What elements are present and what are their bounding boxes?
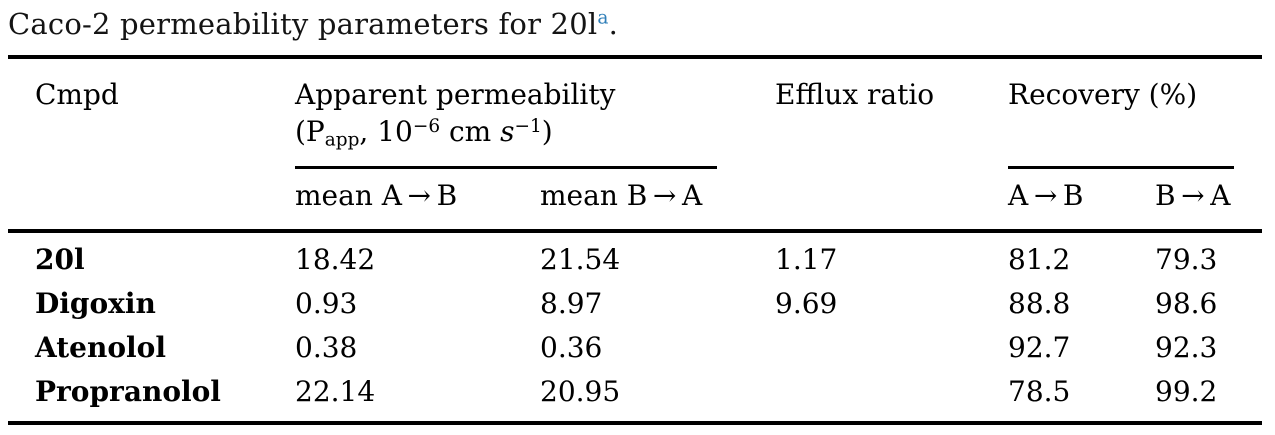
table-row: 20l 18.42 21.54 1.17 81.2 79.3 bbox=[8, 231, 1262, 282]
table-body: 20l 18.42 21.54 1.17 81.2 79.3 Digoxin 0… bbox=[8, 231, 1262, 423]
column-header-apparent-permeability: Apparent permeability (Papp, 10−6 cm s−1… bbox=[295, 57, 775, 169]
cmpd-cell: Propranolol bbox=[35, 375, 221, 408]
papp-unit-open: (P bbox=[295, 115, 325, 148]
papp-unit-close: ) bbox=[541, 115, 553, 148]
mean-b-to-a-cell: 21.54 bbox=[540, 243, 621, 276]
papp-unit-cm: cm bbox=[440, 115, 501, 148]
recovery-label: Recovery (%) bbox=[1008, 78, 1198, 111]
cmpd-cell: Digoxin bbox=[35, 287, 156, 320]
mean-b-to-a-cell: 8.97 bbox=[540, 287, 603, 320]
permeability-table: Cmpd Apparent permeability (Papp, 10−6 c… bbox=[8, 55, 1263, 425]
subheader-recovery-a-to-b: A → B bbox=[1008, 169, 1155, 233]
recovery-b-to-a-cell: 98.6 bbox=[1155, 287, 1218, 320]
efflux-ratio-cell bbox=[775, 326, 1008, 370]
mean-b-to-a-cell: 0.36 bbox=[540, 331, 603, 364]
subheader-mean-b-to-a: mean B → A bbox=[540, 169, 775, 233]
papp-exponent-2: −1 bbox=[514, 115, 542, 137]
mean-a-to-b-cell: 0.38 bbox=[295, 331, 358, 364]
column-header-recovery: Recovery (%) bbox=[1008, 57, 1262, 169]
caption-period: . bbox=[608, 7, 619, 41]
mean-a-to-b-cell: 18.42 bbox=[295, 243, 376, 276]
subheader-mean-a-to-b: mean A → B bbox=[295, 169, 540, 233]
subheader-recovery-b-to-a: B → A bbox=[1155, 169, 1263, 233]
efflux-ratio-cell: 1.17 bbox=[775, 243, 838, 276]
papp-subscript: app bbox=[324, 129, 360, 151]
recovery-a-to-b-cell: 78.5 bbox=[1008, 375, 1071, 408]
table-row: Propranolol 22.14 20.95 78.5 99.2 bbox=[8, 370, 1262, 423]
table-header: Cmpd Apparent permeability (Papp, 10−6 c… bbox=[8, 57, 1263, 233]
caption-text: Caco-2 permeability parameters for 20l bbox=[8, 7, 598, 41]
mean-b-to-a-cell: 20.95 bbox=[540, 375, 621, 408]
recovery-a-to-b-cell: 81.2 bbox=[1008, 243, 1071, 276]
recovery-a-to-b-cell: 88.8 bbox=[1008, 287, 1071, 320]
footnote-marker-link[interactable]: a bbox=[597, 7, 609, 29]
table-caption: Caco-2 permeability parameters for 20la. bbox=[8, 5, 1262, 43]
group-rule-apparent-permeability bbox=[295, 166, 717, 169]
papp-exponent: −6 bbox=[412, 115, 441, 137]
group-rule-recovery bbox=[1008, 166, 1235, 169]
apparent-permeability-label: Apparent permeability bbox=[295, 78, 616, 111]
table-row: Digoxin 0.93 8.97 9.69 88.8 98.6 bbox=[8, 282, 1262, 326]
recovery-a-to-b-cell: 92.7 bbox=[1008, 331, 1071, 364]
recovery-b-to-a-cell: 92.3 bbox=[1155, 331, 1218, 364]
recovery-b-to-a-cell: 99.2 bbox=[1155, 375, 1218, 408]
column-header-cmpd: Cmpd bbox=[8, 57, 295, 233]
mean-a-to-b-cell: 0.93 bbox=[295, 287, 358, 320]
recovery-b-to-a-cell: 79.3 bbox=[1155, 243, 1218, 276]
efflux-ratio-cell: 9.69 bbox=[775, 287, 838, 320]
mean-a-to-b-cell: 22.14 bbox=[295, 375, 376, 408]
column-header-efflux-ratio: Efflux ratio bbox=[775, 57, 1008, 233]
papp-unit-mid: , 10 bbox=[359, 115, 413, 148]
cmpd-cell: Atenolol bbox=[35, 331, 166, 364]
efflux-ratio-cell bbox=[775, 370, 1008, 423]
table-row: Atenolol 0.38 0.36 92.7 92.3 bbox=[8, 326, 1262, 370]
papp-unit-s: s bbox=[500, 115, 515, 148]
cmpd-cell: 20l bbox=[35, 243, 85, 276]
